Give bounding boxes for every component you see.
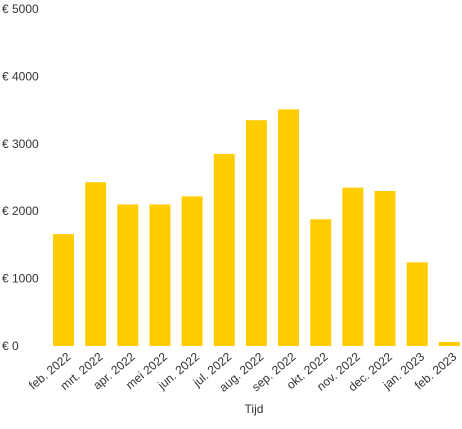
bar[interactable] xyxy=(181,196,203,346)
bar[interactable] xyxy=(117,204,139,346)
y-tick-label: € 0 xyxy=(2,339,19,353)
bar[interactable] xyxy=(85,182,107,346)
bar[interactable] xyxy=(278,109,300,347)
bar[interactable] xyxy=(406,262,428,346)
y-axis-ticks: € 0 € 1000 € 2000 € 3000 € 4000 € 5000 xyxy=(2,2,39,353)
y-tick-label: € 1000 xyxy=(2,272,39,286)
y-tick-label: € 4000 xyxy=(2,69,39,83)
x-axis-title: Tijd xyxy=(245,402,264,416)
y-tick-label: € 2000 xyxy=(2,204,39,218)
bar[interactable] xyxy=(438,341,460,346)
bar[interactable] xyxy=(310,219,332,346)
bar[interactable] xyxy=(149,204,171,346)
y-tick-label: € 5000 xyxy=(2,2,39,16)
bar[interactable] xyxy=(374,190,396,346)
bar[interactable] xyxy=(213,153,235,346)
bar[interactable] xyxy=(342,187,364,346)
bars xyxy=(53,109,460,347)
y-tick-label: € 3000 xyxy=(2,137,39,151)
bar[interactable] xyxy=(53,234,74,346)
bar[interactable] xyxy=(245,120,267,347)
